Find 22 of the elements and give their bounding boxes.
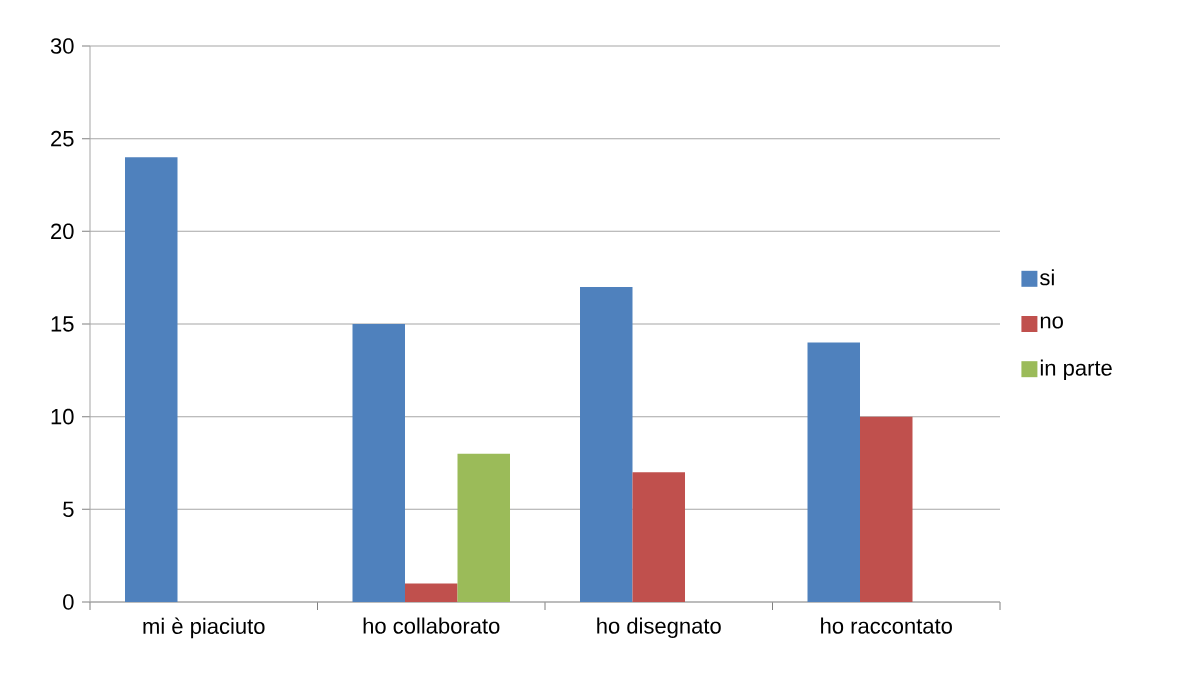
legend-label: in parte (1040, 359, 1112, 381)
y-tick-label: 5 (63, 501, 74, 518)
bar (352, 324, 405, 602)
x-tick-label: ho collaborato (363, 617, 500, 634)
y-tick-label: 25 (51, 130, 74, 147)
x-tick-label: mi è piaciuto (143, 617, 265, 639)
y-tick-label: 0 (63, 594, 74, 610)
bar (807, 342, 861, 602)
bar (632, 472, 686, 602)
bar (405, 583, 458, 602)
x-tick-label: ho disegnato (597, 617, 721, 639)
y-tick-label: 15 (51, 316, 74, 332)
legend-label: si (1040, 269, 1054, 286)
bar (125, 157, 178, 602)
legend-label: no (1040, 316, 1063, 329)
y-tick-label: 30 (50, 38, 74, 54)
x-tick-label: ho raccontato (821, 617, 952, 634)
bar (580, 286, 633, 602)
bar (860, 416, 913, 602)
y-tick-label: 20 (51, 223, 74, 240)
bar (457, 453, 511, 602)
y-tick-label: 10 (51, 408, 74, 425)
